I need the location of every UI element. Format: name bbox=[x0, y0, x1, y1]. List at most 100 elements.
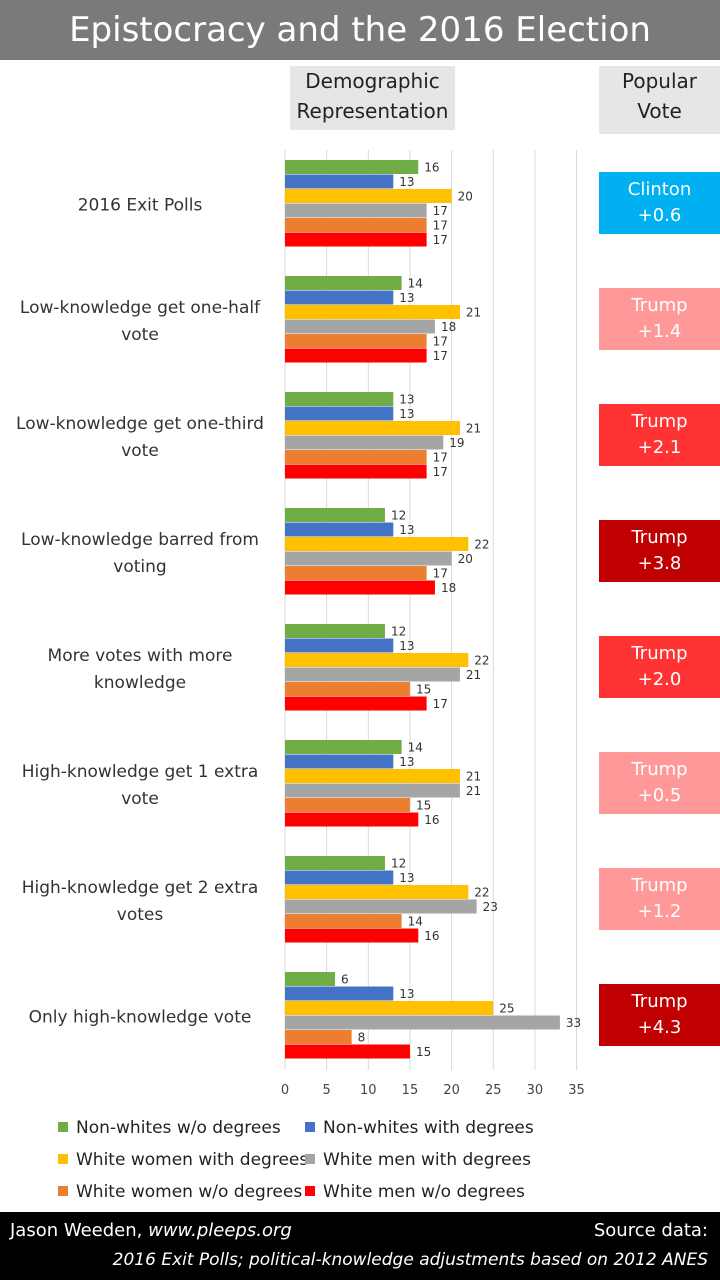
popular-vote-margin: +1.4 bbox=[637, 321, 682, 342]
header-line: Demographic bbox=[305, 69, 440, 93]
bar bbox=[285, 522, 394, 537]
bar bbox=[285, 406, 394, 421]
data-label: 21 bbox=[466, 770, 481, 784]
bar bbox=[285, 653, 469, 667]
bar bbox=[285, 189, 452, 203]
legend-label: White women with degrees bbox=[76, 1150, 309, 1170]
popular-vote-box: Trump +4.3 bbox=[599, 984, 720, 1046]
popular-vote-box: Trump +2.1 bbox=[599, 404, 720, 466]
category-label: knowledge bbox=[94, 673, 186, 693]
legend-label: White men with degrees bbox=[323, 1150, 531, 1170]
author-name: Jason Weeden, bbox=[10, 1220, 149, 1241]
x-tick-label: 20 bbox=[443, 1083, 460, 1098]
data-label: 13 bbox=[399, 175, 414, 189]
legend-item: White women with degrees bbox=[58, 1150, 308, 1170]
legend-label: White women w/o degrees bbox=[76, 1182, 303, 1202]
category-label: votes bbox=[117, 905, 164, 925]
header-line: Popular bbox=[622, 69, 697, 93]
legend-label: Non-whites w/o degrees bbox=[76, 1118, 281, 1138]
popular-vote-winner: Trump bbox=[631, 527, 688, 548]
x-tick-label: 5 bbox=[323, 1083, 331, 1098]
data-label: 6 bbox=[341, 973, 349, 987]
data-label: 17 bbox=[433, 465, 448, 479]
data-label: 13 bbox=[399, 393, 414, 407]
data-label: 20 bbox=[458, 190, 473, 204]
bar bbox=[285, 392, 394, 406]
header-line: Representation bbox=[296, 99, 449, 123]
data-label: 16 bbox=[424, 929, 439, 943]
chart-title: Epistocracy and the 2016 Election bbox=[0, 0, 720, 60]
bar bbox=[285, 740, 402, 754]
bar bbox=[285, 435, 444, 450]
category-label: Only high-knowledge vote bbox=[29, 1008, 252, 1028]
popular-vote-winner: Trump bbox=[631, 759, 688, 780]
bar bbox=[285, 928, 419, 943]
data-label: 13 bbox=[399, 407, 414, 421]
data-label: 20 bbox=[458, 552, 473, 566]
bar bbox=[285, 812, 419, 827]
source-text: 2016 Exit Polls; political-knowledge adj… bbox=[112, 1250, 708, 1270]
data-label: 14 bbox=[408, 915, 423, 929]
popular-vote-margin: +0.6 bbox=[637, 205, 682, 226]
data-label: 17 bbox=[433, 697, 448, 711]
bar bbox=[285, 986, 394, 1001]
bar bbox=[285, 885, 469, 899]
data-label: 16 bbox=[424, 813, 439, 827]
x-tick-label: 0 bbox=[281, 1083, 289, 1098]
bar bbox=[285, 856, 385, 870]
bar bbox=[285, 174, 394, 189]
data-label: 13 bbox=[399, 523, 414, 537]
data-label: 22 bbox=[474, 654, 489, 668]
popular-vote-margin: +3.8 bbox=[637, 553, 682, 574]
bar bbox=[285, 203, 427, 218]
bar bbox=[285, 305, 460, 319]
bar bbox=[285, 1044, 410, 1059]
bar bbox=[285, 290, 394, 305]
category-label: 2016 Exit Polls bbox=[78, 196, 203, 216]
popular-vote-box: Trump +1.2 bbox=[599, 868, 720, 930]
data-label: 13 bbox=[399, 291, 414, 305]
data-label: 13 bbox=[399, 755, 414, 769]
category-label: vote bbox=[121, 325, 159, 345]
data-label: 17 bbox=[433, 233, 448, 247]
data-label: 17 bbox=[433, 335, 448, 349]
bar bbox=[285, 551, 452, 566]
legend-swatch bbox=[305, 1154, 315, 1164]
bar bbox=[285, 696, 427, 711]
bar bbox=[285, 232, 427, 247]
data-label: 33 bbox=[566, 1016, 581, 1030]
data-label: 21 bbox=[466, 422, 481, 436]
bar bbox=[285, 624, 385, 638]
bar bbox=[285, 334, 427, 348]
bar bbox=[285, 667, 460, 682]
demographic-representation-header: Demographic Representation bbox=[290, 66, 455, 130]
bar bbox=[285, 1001, 494, 1015]
legend-item: White men with degrees bbox=[305, 1150, 531, 1170]
bar bbox=[285, 508, 385, 522]
data-label: 15 bbox=[416, 1045, 431, 1059]
x-tick-label: 25 bbox=[485, 1083, 502, 1098]
bar bbox=[285, 682, 410, 696]
bar bbox=[285, 899, 477, 914]
author-url: www.pleeps.org bbox=[148, 1220, 292, 1241]
bar bbox=[285, 450, 427, 464]
legend-swatch bbox=[58, 1154, 68, 1164]
data-label: 14 bbox=[408, 741, 423, 755]
popular-vote-box: Clinton +0.6 bbox=[599, 172, 720, 234]
data-label: 13 bbox=[399, 871, 414, 885]
popular-vote-winner: Trump bbox=[631, 991, 688, 1012]
x-tick-label: 35 bbox=[568, 1083, 585, 1098]
bar bbox=[285, 914, 402, 928]
footer: Jason Weeden, www.pleeps.org Source data… bbox=[0, 1212, 720, 1280]
category-label: Low-knowledge barred from bbox=[21, 530, 259, 550]
data-label: 21 bbox=[466, 306, 481, 320]
bar bbox=[285, 566, 427, 580]
legend-item: White women w/o degrees bbox=[58, 1182, 302, 1202]
popular-vote-margin: +2.1 bbox=[637, 437, 682, 458]
data-label: 8 bbox=[358, 1031, 366, 1045]
data-label: 14 bbox=[408, 277, 423, 291]
popular-vote-header: Popular Vote bbox=[599, 66, 720, 134]
popular-vote-box: Trump +1.4 bbox=[599, 288, 720, 350]
data-label: 19 bbox=[449, 436, 464, 450]
legend-swatch bbox=[305, 1186, 315, 1196]
